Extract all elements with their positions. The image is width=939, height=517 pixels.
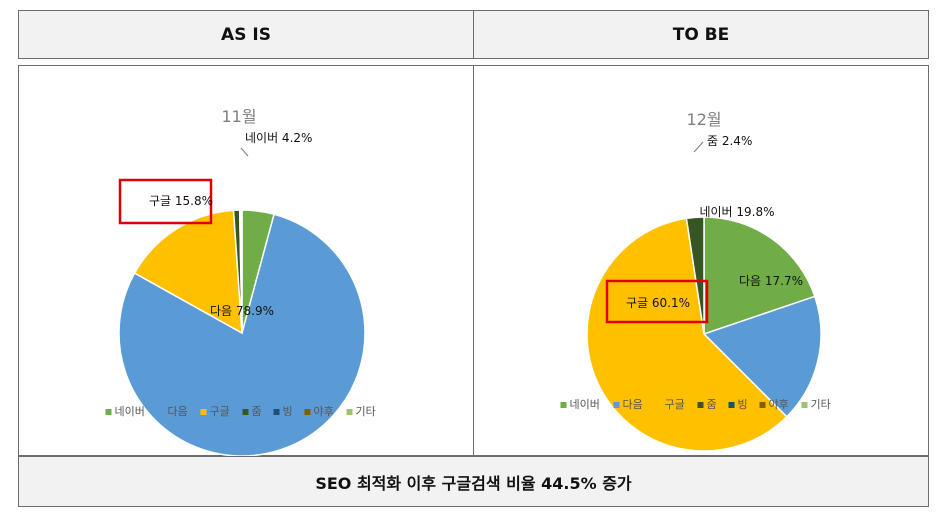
legend-swatch-zum xyxy=(697,402,704,408)
legend-label-etc: 기타 xyxy=(356,405,376,418)
legend-label-zum: 줌 xyxy=(707,398,717,411)
pie-slice-daum xyxy=(702,295,822,418)
legend-label-naver: 네이버 xyxy=(115,405,145,418)
legend-swatch-daum xyxy=(158,409,165,415)
header-to-be: TO BE xyxy=(473,10,929,59)
legend-label-google: 구글 xyxy=(210,405,230,418)
legend-swatch-google xyxy=(655,402,662,408)
data-label-naver: 네이버 4.2% xyxy=(245,131,312,145)
highlight-box xyxy=(605,279,709,324)
legend-swatch-yahoo xyxy=(304,409,311,415)
pie-slice-daum xyxy=(118,213,366,457)
legend-label-daum: 다음 xyxy=(623,398,643,411)
pie-slice-zum xyxy=(685,216,705,335)
chart-title: 12월 xyxy=(686,110,721,129)
legend-swatch-google xyxy=(200,409,207,415)
chart-title: 11월 xyxy=(221,107,256,126)
data-label-zum: 줌 2.4% xyxy=(707,134,752,148)
legend-swatch-daum xyxy=(613,402,620,408)
header-left-title: AS IS xyxy=(221,24,271,45)
legend-swatch-etc xyxy=(801,402,808,408)
legend-swatch-bing xyxy=(273,409,280,415)
legend-label-bing: 빙 xyxy=(283,405,293,418)
legend-swatch-bing xyxy=(728,402,735,408)
legend-label-etc: 기타 xyxy=(811,398,831,411)
legend-label-naver: 네이버 xyxy=(570,398,600,411)
legend-swatch-yahoo xyxy=(759,402,766,408)
highlight-box xyxy=(118,178,213,225)
legend-label-yahoo: 야후 xyxy=(769,398,789,411)
data-label-naver: 네이버 19.8% xyxy=(699,205,774,219)
footer-text: SEO 최적화 이후 구글검색 비율 44.5% 증가 xyxy=(315,473,632,493)
legend-swatch-etc xyxy=(346,409,353,415)
legend-label-zum: 줌 xyxy=(252,405,262,418)
legend-swatch-naver xyxy=(560,402,567,408)
leader-line-zum xyxy=(693,141,704,153)
data-label-google: 구글 15.8% xyxy=(149,194,213,208)
legend-label-yahoo: 야후 xyxy=(314,405,334,418)
data-label-daum: 다음 78.9% xyxy=(210,304,274,318)
data-label-daum: 다음 17.7% xyxy=(739,274,803,288)
pie-slice-etc xyxy=(240,209,243,334)
summary-footer: SEO 최적화 이후 구글검색 비율 44.5% 증가 xyxy=(18,456,929,507)
legend-label-daum: 다음 xyxy=(168,405,188,418)
leader-line-naver xyxy=(240,147,249,157)
legend-label-google: 구글 xyxy=(665,398,685,411)
pie-slice-google xyxy=(133,209,243,335)
pie-slice-google xyxy=(586,217,788,452)
pie-slice-naver xyxy=(703,216,816,336)
header-right-title: TO BE xyxy=(672,24,730,45)
data-label-google: 구글 60.1% xyxy=(626,296,690,310)
legend-swatch-zum xyxy=(242,409,249,415)
legend-label-bing: 빙 xyxy=(738,398,748,411)
header-as-is: AS IS xyxy=(18,10,474,59)
legend-swatch-naver xyxy=(105,409,112,415)
